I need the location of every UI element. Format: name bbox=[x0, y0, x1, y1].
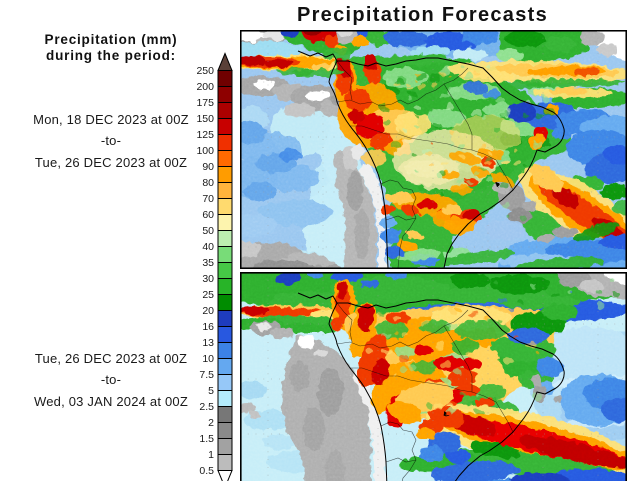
svg-text:16: 16 bbox=[202, 321, 214, 333]
svg-text:10: 10 bbox=[202, 353, 214, 365]
svg-text:30: 30 bbox=[202, 273, 214, 285]
svg-text:2: 2 bbox=[208, 417, 214, 429]
svg-text:35: 35 bbox=[202, 257, 214, 269]
svg-text:50: 50 bbox=[202, 225, 214, 237]
svg-text:60: 60 bbox=[202, 209, 214, 221]
svg-text:200: 200 bbox=[196, 81, 214, 93]
svg-text:40: 40 bbox=[202, 241, 214, 253]
svg-text:5: 5 bbox=[208, 385, 214, 397]
svg-text:100: 100 bbox=[196, 145, 214, 157]
svg-text:80: 80 bbox=[202, 177, 214, 189]
svg-text:1.5: 1.5 bbox=[199, 433, 214, 445]
svg-text:125: 125 bbox=[196, 129, 214, 141]
svg-text:1: 1 bbox=[208, 449, 214, 461]
svg-text:2.5: 2.5 bbox=[199, 401, 214, 413]
svg-text:150: 150 bbox=[196, 113, 214, 125]
svg-text:20: 20 bbox=[202, 305, 214, 317]
svg-text:70: 70 bbox=[202, 193, 214, 205]
svg-text:25: 25 bbox=[202, 289, 214, 301]
svg-text:175: 175 bbox=[196, 97, 214, 109]
svg-text:0.5: 0.5 bbox=[199, 465, 214, 477]
svg-text:250: 250 bbox=[196, 65, 214, 77]
svg-text:7.5: 7.5 bbox=[199, 369, 214, 381]
svg-text:13: 13 bbox=[202, 337, 214, 349]
svg-text:90: 90 bbox=[202, 161, 214, 173]
